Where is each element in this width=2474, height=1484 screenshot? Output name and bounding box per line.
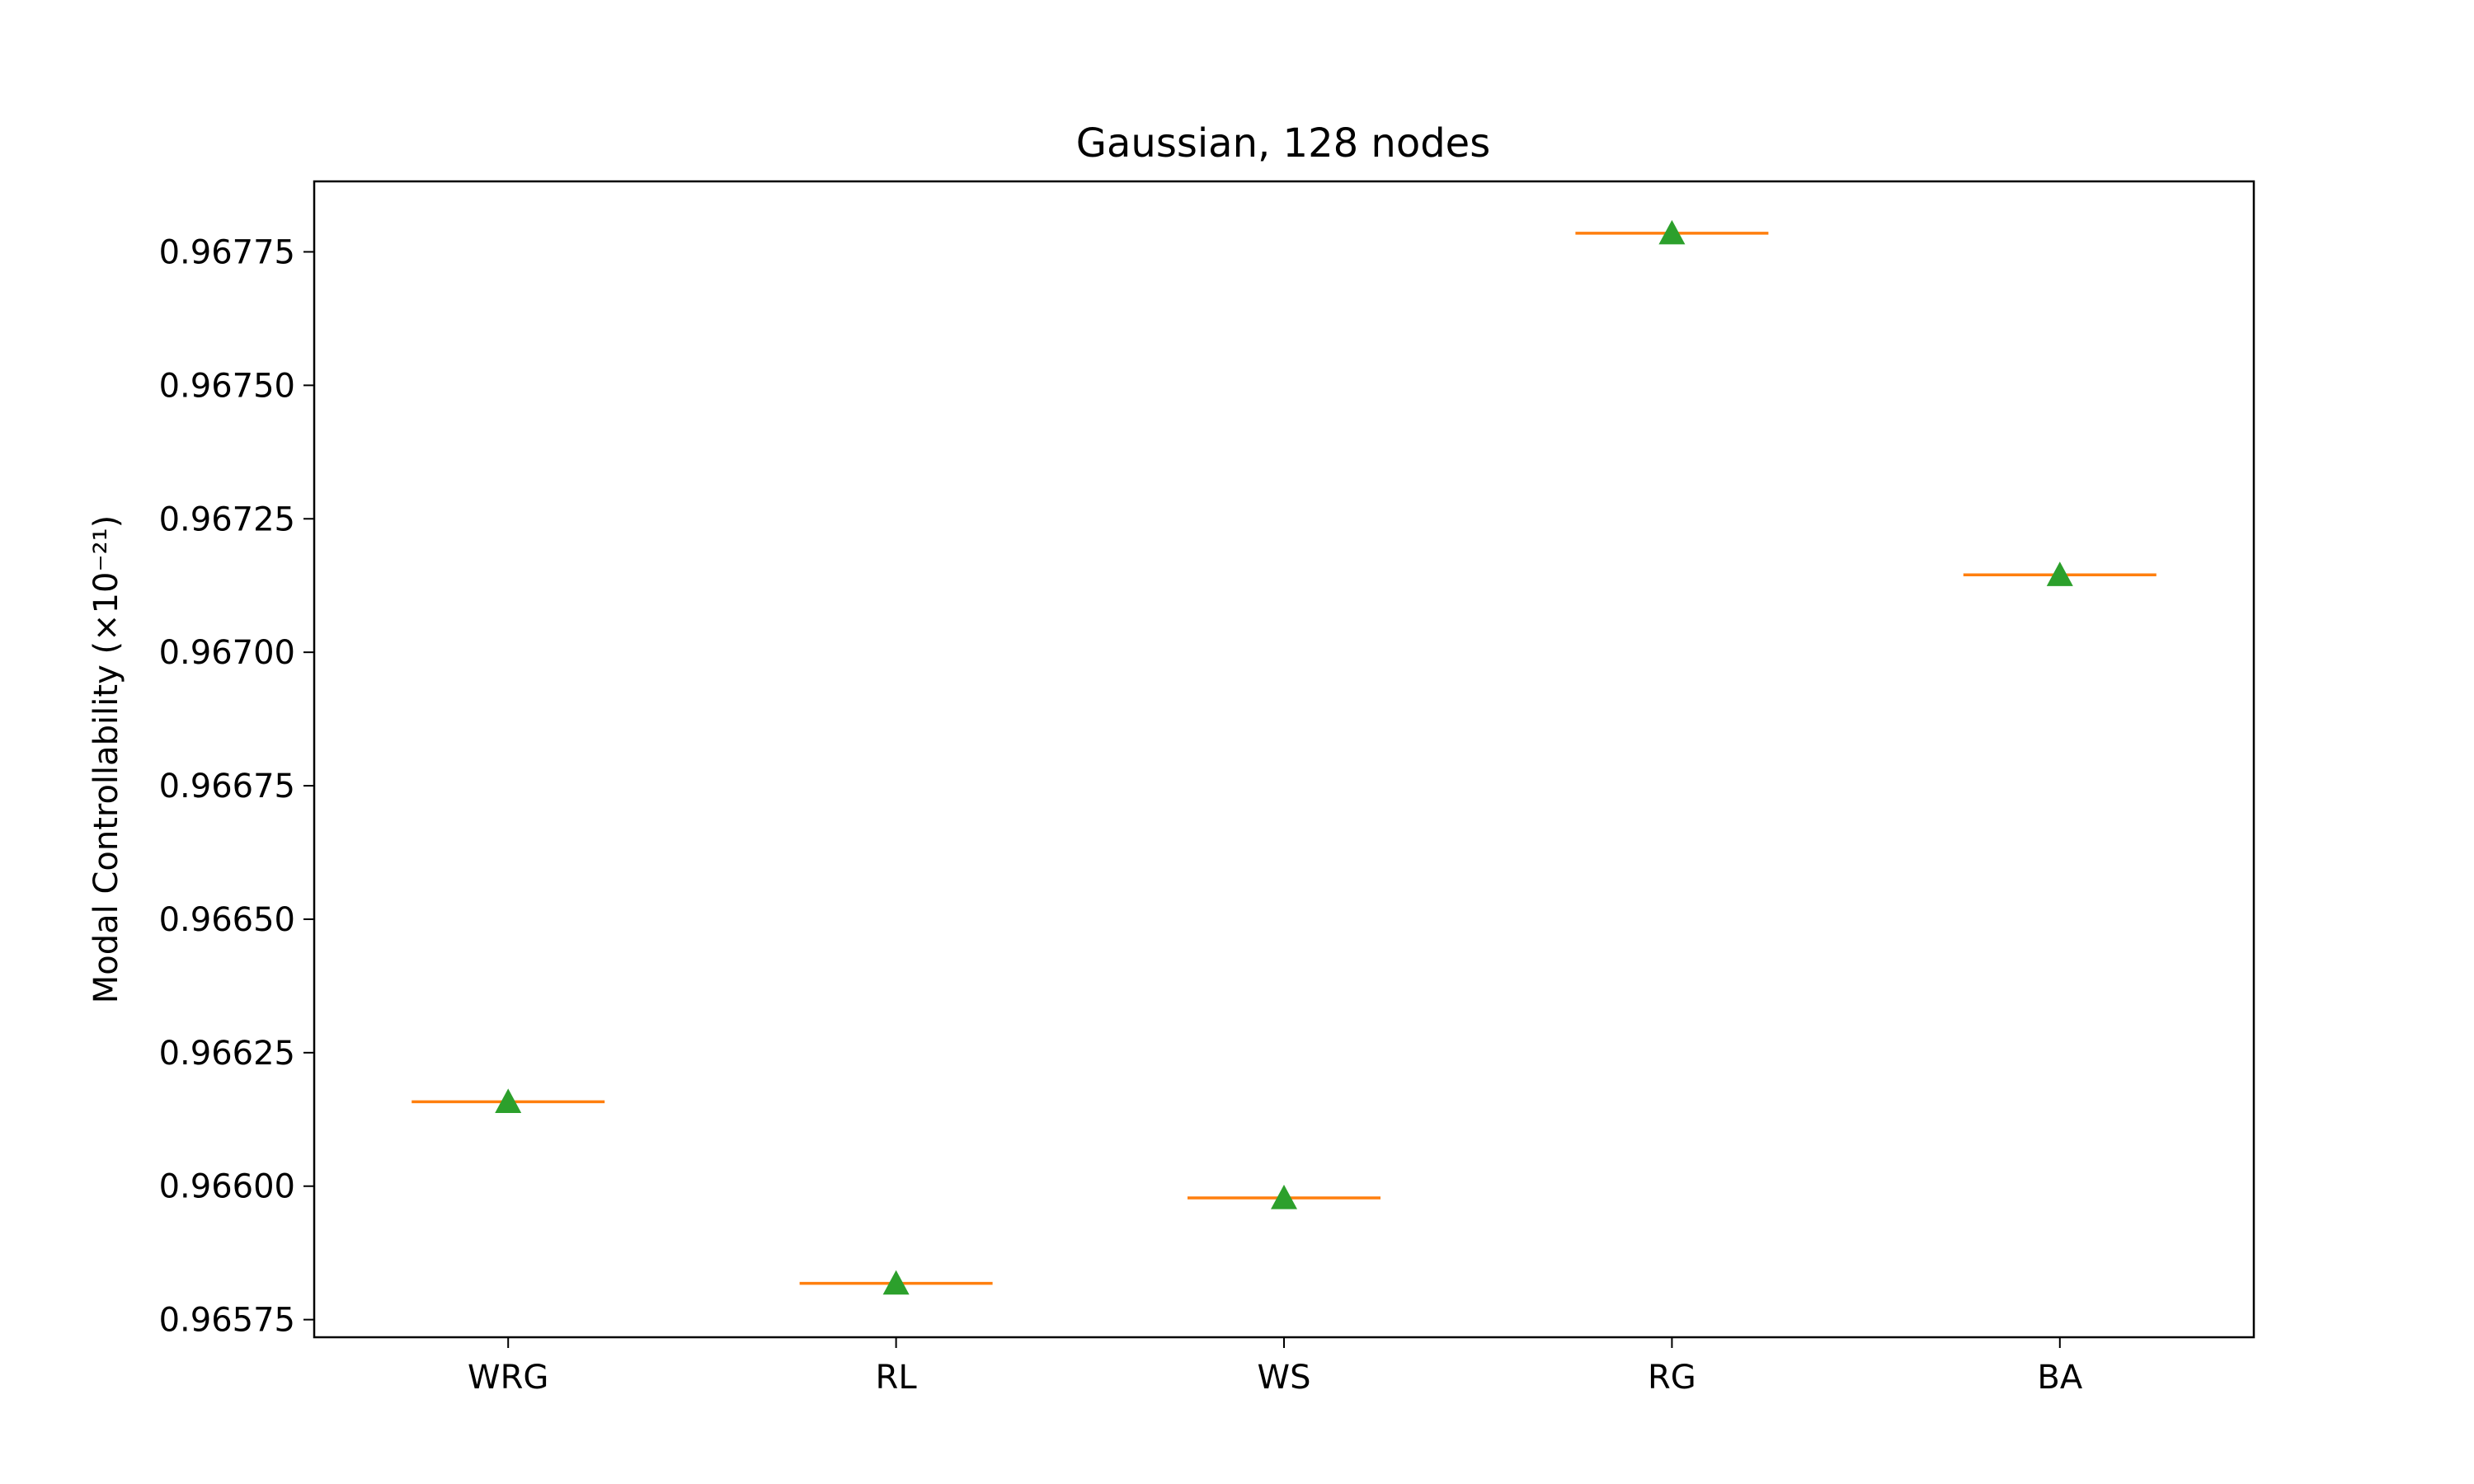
x-axis: WRG RL WS RG BA — [468, 1337, 2083, 1397]
y-tick-label: 0.96575 — [159, 1302, 295, 1340]
x-tick-label-wrg: WRG — [468, 1359, 548, 1397]
mean-marker-rg — [1658, 219, 1686, 245]
x-tick-label-rl: RL — [876, 1359, 918, 1397]
x-tick-label-ba: BA — [2037, 1359, 2082, 1397]
mean-marker-wrg — [495, 1088, 522, 1114]
y-tick-label: 0.96650 — [159, 901, 295, 939]
mean-marker-rl — [882, 1270, 910, 1295]
y-tick-label: 0.96675 — [159, 768, 295, 805]
plot-area — [412, 219, 2157, 1295]
y-axis: 0.96575 0.96600 0.96625 0.96650 0.96675 0.967… — [159, 233, 314, 1340]
y-tick-label: 0.96750 — [159, 367, 295, 405]
x-tick-label-rg: RG — [1648, 1359, 1696, 1397]
mean-marker-ws — [1271, 1184, 1297, 1209]
y-tick-label: 0.96775 — [159, 233, 295, 271]
y-tick-label: 0.96600 — [159, 1168, 295, 1206]
plot-frame — [313, 180, 2255, 1339]
y-tick-label: 0.96725 — [159, 500, 295, 538]
chart-title: Gaussian, 128 nodes — [1076, 120, 1490, 167]
mean-marker-ba — [2046, 561, 2073, 586]
x-tick-label-ws: WS — [1258, 1359, 1311, 1397]
y-tick-label: 0.96625 — [159, 1035, 295, 1073]
y-axis-label: Modal Controllability (×10⁻²¹) — [87, 515, 125, 1004]
y-tick-label: 0.96700 — [159, 634, 295, 672]
